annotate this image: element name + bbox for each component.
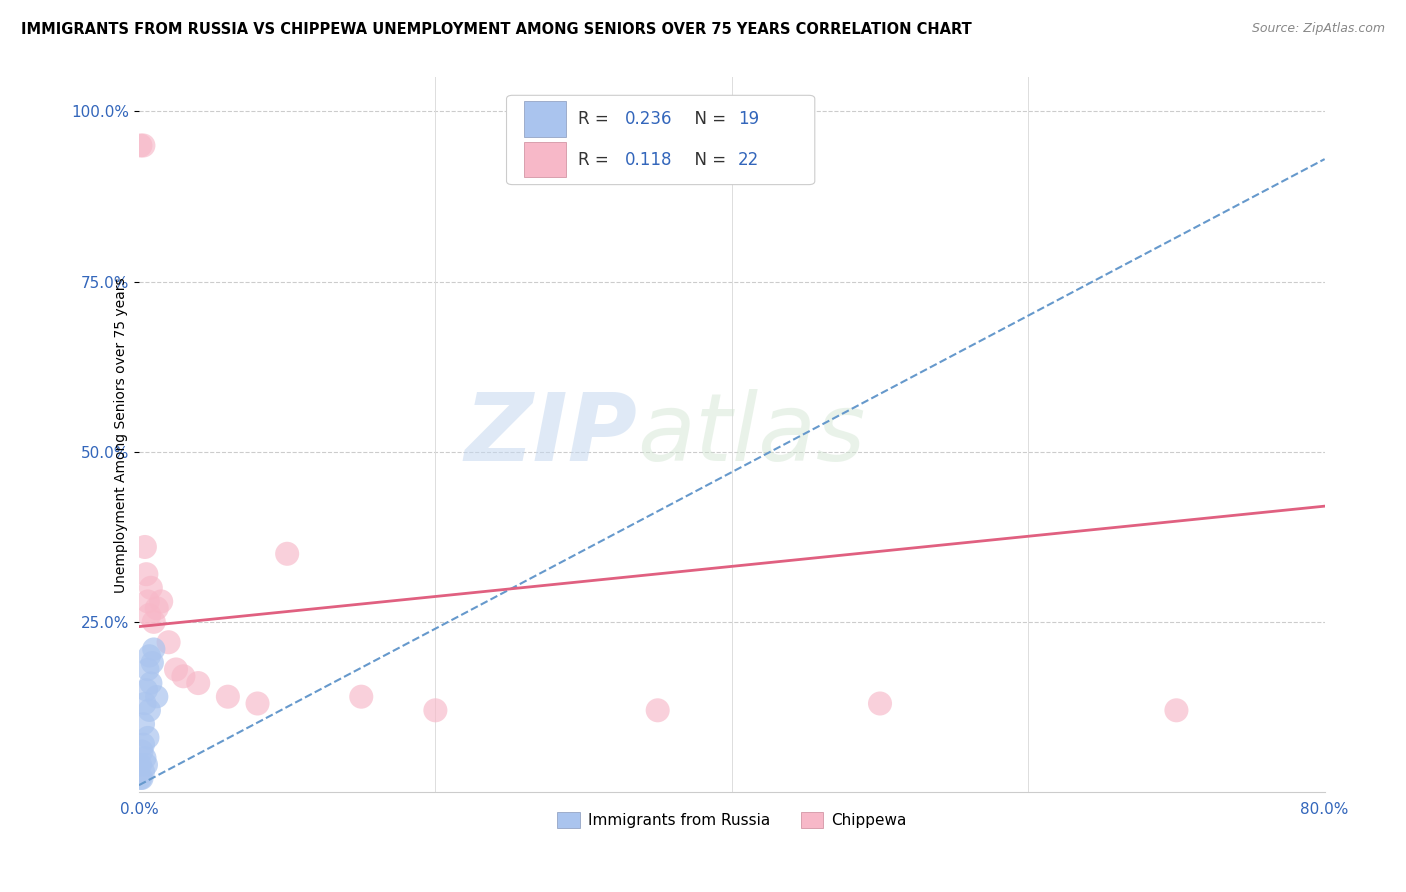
- Text: R =: R =: [578, 110, 613, 128]
- Point: [138, 648, 160, 663]
- Legend: Immigrants from Russia, Chippewa: Immigrants from Russia, Chippewa: [551, 806, 912, 834]
- Point: [129, 772, 152, 786]
- Point: [187, 676, 209, 690]
- Point: [217, 690, 239, 704]
- Point: [246, 697, 269, 711]
- Point: [135, 567, 157, 582]
- Y-axis label: Unemployment Among Seniors over 75 years: Unemployment Among Seniors over 75 years: [114, 277, 128, 592]
- Point: [139, 581, 162, 595]
- Text: Source: ZipAtlas.com: Source: ZipAtlas.com: [1251, 22, 1385, 36]
- Point: [139, 676, 162, 690]
- Point: [136, 594, 159, 608]
- Point: [425, 703, 447, 717]
- Point: [647, 703, 669, 717]
- Point: [134, 697, 156, 711]
- Point: [172, 669, 194, 683]
- Point: [138, 607, 160, 622]
- Point: [145, 690, 167, 704]
- Point: [132, 138, 155, 153]
- FancyBboxPatch shape: [506, 95, 815, 185]
- Point: [131, 744, 153, 758]
- Point: [132, 717, 155, 731]
- Point: [869, 697, 891, 711]
- Text: 22: 22: [738, 151, 759, 169]
- Point: [131, 772, 153, 786]
- Point: [142, 642, 165, 657]
- Point: [1166, 703, 1188, 717]
- Text: R =: R =: [578, 151, 619, 169]
- Point: [134, 540, 156, 554]
- Point: [276, 547, 298, 561]
- Point: [350, 690, 373, 704]
- Point: [136, 663, 159, 677]
- Text: N =: N =: [685, 110, 731, 128]
- Point: [132, 737, 155, 751]
- Point: [157, 635, 180, 649]
- Text: 19: 19: [738, 110, 759, 128]
- Text: IMMIGRANTS FROM RUSSIA VS CHIPPEWA UNEMPLOYMENT AMONG SENIORS OVER 75 YEARS CORR: IMMIGRANTS FROM RUSSIA VS CHIPPEWA UNEMP…: [21, 22, 972, 37]
- Point: [138, 703, 160, 717]
- Point: [135, 757, 157, 772]
- FancyBboxPatch shape: [524, 142, 565, 178]
- Point: [145, 601, 167, 615]
- Point: [136, 731, 159, 745]
- Point: [132, 764, 155, 779]
- Point: [150, 594, 173, 608]
- Point: [165, 663, 187, 677]
- Point: [135, 682, 157, 697]
- Point: [129, 757, 152, 772]
- Text: 0.236: 0.236: [626, 110, 672, 128]
- Text: 0.118: 0.118: [626, 151, 672, 169]
- Text: atlas: atlas: [637, 389, 865, 480]
- Point: [141, 656, 163, 670]
- Text: ZIP: ZIP: [464, 389, 637, 481]
- Point: [134, 751, 156, 765]
- FancyBboxPatch shape: [524, 101, 565, 136]
- Point: [129, 138, 152, 153]
- Point: [142, 615, 165, 629]
- Text: N =: N =: [685, 151, 731, 169]
